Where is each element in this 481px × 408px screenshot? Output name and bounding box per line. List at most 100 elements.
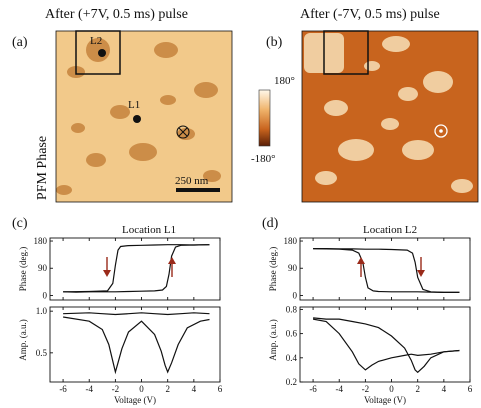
panel-b-letter: (b) <box>266 35 283 50</box>
sweep-arrows <box>103 257 425 277</box>
colorbar-top-label: 180° <box>274 75 295 87</box>
arrow-down-icon <box>103 257 111 277</box>
d-amp-ytick-label: 0.8 <box>286 304 298 314</box>
map-a-spot <box>203 170 221 182</box>
panel-c-title: Location L1 <box>122 224 176 236</box>
d-amp-xtick-label: -6 <box>309 384 317 394</box>
d-phase-ytick-label: 0 <box>293 290 298 300</box>
pfm-phase-label: PFM Phase <box>35 136 50 200</box>
d-amp-xtick-label: 2 <box>415 384 420 394</box>
map-b-spot <box>381 118 399 130</box>
d-phase-ytick-label: 90 <box>288 263 298 273</box>
marker-l2 <box>98 49 106 57</box>
arrow-down-icon <box>417 257 425 277</box>
pfm-map-b <box>301 30 479 203</box>
d-amp-xtick-label: -4 <box>335 384 343 394</box>
marker-l1 <box>133 115 141 123</box>
map-b-spot <box>402 140 434 160</box>
scalebar-label: 250 nm <box>175 175 209 187</box>
pfm-map-a: L2 L1 250 nm <box>55 30 233 203</box>
c-amp-series-1 <box>63 312 210 316</box>
map-b-spot <box>364 61 380 71</box>
c-amp-xtick-label: -6 <box>59 384 67 394</box>
d-amp-ytick-label: 0.4 <box>286 353 298 363</box>
c-amp-ytick-label: 1.0 <box>36 306 48 316</box>
d-amp-xtick-label: 6 <box>468 384 473 394</box>
c-phase-ytick-label: 180 <box>34 236 48 246</box>
map-b-spot <box>324 100 348 116</box>
panel-a-title: After (+7V, 0.5 ms) pulse <box>45 7 188 22</box>
map-a-background <box>56 31 232 202</box>
d-amp-ylabel: Amp. (a.u.) <box>268 319 278 361</box>
c-amp-series-0 <box>63 316 210 375</box>
c-phase-frame <box>49 237 221 301</box>
d-xlabel: Voltage (V) <box>364 395 406 405</box>
d-phase-ylabel: Phase (deg.) <box>268 247 278 292</box>
d-phase-series-1 <box>313 248 460 293</box>
c-amp-xtick-label: 0 <box>139 384 144 394</box>
c-amp-xtick-label: -4 <box>85 384 93 394</box>
arrow-up-icon <box>357 257 365 277</box>
d-amp-xtick-label: 4 <box>442 384 447 394</box>
map-b-spot <box>338 139 374 161</box>
colorbar: 180° -180° <box>251 75 295 165</box>
c-xlabel: Voltage (V) <box>114 395 156 405</box>
c-amp-frame <box>49 306 221 383</box>
polarization-out-icon <box>434 124 448 138</box>
d-amp-ytick-label: 0.2 <box>286 377 297 387</box>
d-phase-ytick-label: 180 <box>284 236 298 246</box>
map-b-spot <box>398 87 418 101</box>
map-a-spot <box>160 95 176 105</box>
d-amp-series-0 <box>312 318 460 371</box>
map-a-spot <box>129 143 157 161</box>
map-a-spot <box>154 42 178 58</box>
map-a-spot <box>71 123 85 133</box>
map-a-spot <box>194 82 218 98</box>
map-b-frame <box>301 30 479 203</box>
c-phase-ytick-label: 90 <box>38 263 48 273</box>
map-b-spot <box>451 179 473 193</box>
c-amp-ytick-label: 0.5 <box>36 348 48 358</box>
scalebar <box>176 188 220 192</box>
colorbar-bottom-label: -180° <box>251 153 276 165</box>
c-phase-ytick-label: 0 <box>43 290 48 300</box>
c-phase-series-0 <box>63 244 210 293</box>
d-amp-frame <box>299 306 471 383</box>
plot-d-phase: 0 90 180 <box>284 236 471 300</box>
label-l1: L1 <box>128 99 140 111</box>
panel-d-title: Location L2 <box>363 224 417 236</box>
plot-c-amp: -6 -4 -2 0 2 4 6 0.5 1.0 <box>36 306 223 394</box>
map-b-spot <box>315 171 337 185</box>
plot-d-amp: -6 -4 -2 0 2 4 6 0.2 0.4 0.6 0.8 <box>286 304 473 394</box>
region-box-a <box>75 30 121 75</box>
panel-a-letter: (a) <box>12 35 28 50</box>
map-a-domains <box>56 38 221 195</box>
plot-c-phase: 0 90 180 <box>34 236 221 300</box>
d-amp-xtick-label: 0 <box>389 384 394 394</box>
colorbar-gradient <box>258 89 271 147</box>
label-l2: L2 <box>90 35 102 47</box>
panel-c-letter: (c) <box>12 216 28 231</box>
c-amp-ylabel: Amp. (a.u.) <box>18 319 28 361</box>
map-a-spot <box>110 105 130 119</box>
c-phase-ylabel: Phase (deg.) <box>18 247 28 292</box>
polarization-into-icon <box>176 125 190 139</box>
d-phase-frame <box>299 237 471 301</box>
d-amp-ytick-label: 0.6 <box>286 329 298 339</box>
map-a-spot <box>86 153 106 167</box>
panel-b-title: After (-7V, 0.5 ms) pulse <box>300 7 440 22</box>
d-amp-series-1 <box>313 317 460 374</box>
d-phase-series-0 <box>313 248 460 293</box>
c-amp-xtick-label: 2 <box>165 384 170 394</box>
map-a-spot <box>177 128 195 140</box>
map-a-spot <box>56 185 72 195</box>
map-b-spot <box>382 36 410 52</box>
map-b-spot <box>423 71 453 93</box>
d-amp-xtick-label: -2 <box>362 384 370 394</box>
c-amp-xtick-label: 4 <box>192 384 197 394</box>
c-amp-xtick-label: -2 <box>112 384 120 394</box>
map-a-frame <box>55 30 233 203</box>
c-amp-xtick-label: 6 <box>218 384 223 394</box>
c-phase-series-1 <box>63 244 210 293</box>
